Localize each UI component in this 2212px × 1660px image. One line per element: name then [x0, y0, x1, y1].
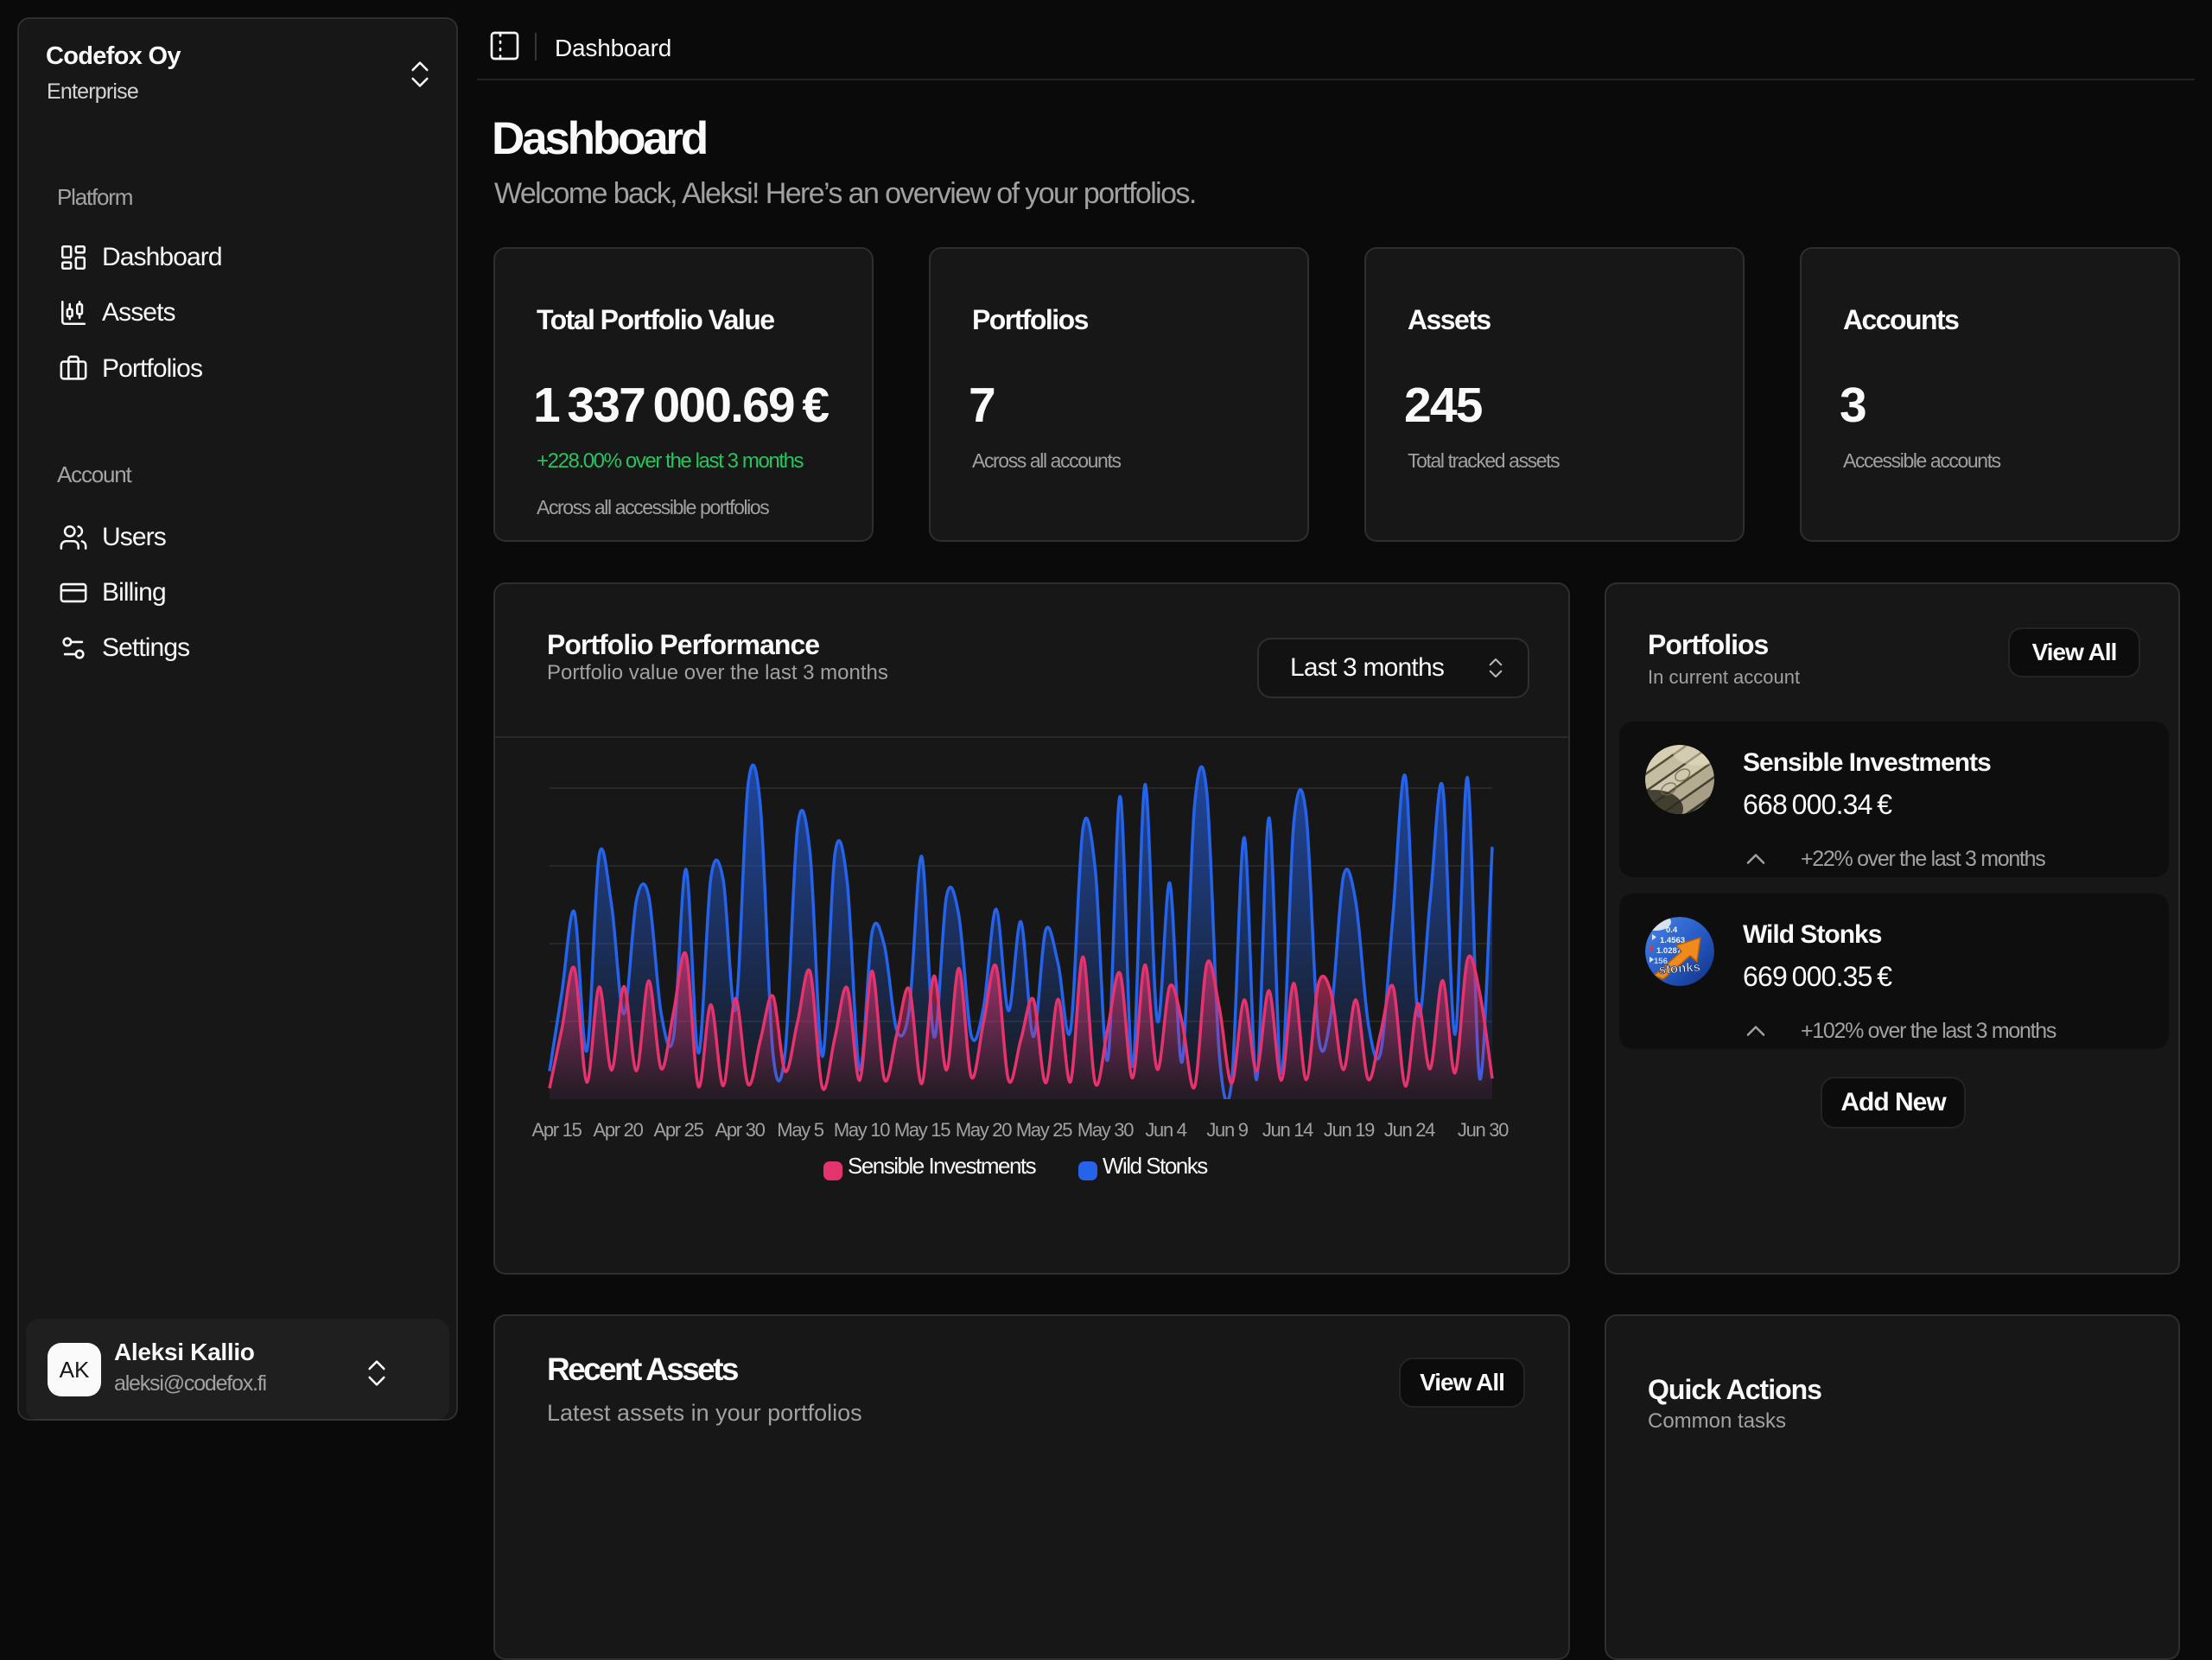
svg-text:stonks: stonks	[1658, 960, 1700, 977]
svg-text:0.4: 0.4	[1666, 925, 1678, 935]
svg-text:156: 156	[1654, 957, 1668, 966]
svg-text:1.4563: 1.4563	[1660, 936, 1685, 945]
svg-text:1.0287: 1.0287	[1656, 946, 1681, 956]
